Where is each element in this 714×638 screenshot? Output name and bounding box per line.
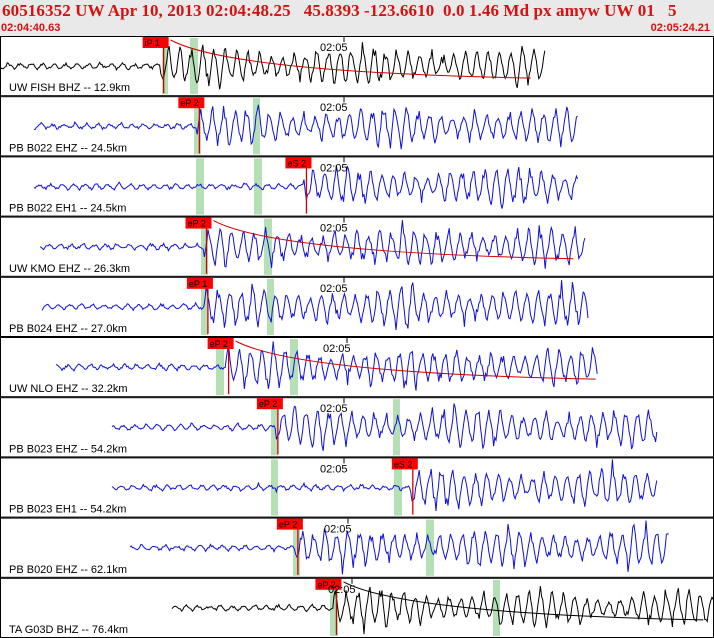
waveform: [111, 403, 658, 451]
pick-marker[interactable]: [178, 97, 205, 109]
pick-label: eP 2: [187, 219, 205, 229]
time-tick-label: 02:05: [320, 403, 348, 415]
analysis-window: [393, 399, 400, 456]
pick-label: eP 2: [210, 339, 228, 349]
station-label: UW FISH BHZ -- 12.9km: [9, 82, 130, 94]
trace-panel[interactable]: eP 2 02:05 PB B020 EHZ -- 62.1km: [0, 517, 714, 578]
analysis-window: [254, 158, 262, 215]
station-label: PB B023 EHZ -- 54.2km: [9, 443, 127, 455]
coda-curve: [170, 39, 531, 79]
pick-marker[interactable]: [285, 157, 312, 169]
station-label: PB B020 EHZ -- 62.1km: [9, 564, 127, 576]
trace-panel[interactable]: eP 2 02:05 PB B023 EHZ -- 54.2km: [0, 397, 714, 458]
time-tick-label: 02:05: [320, 463, 348, 475]
time-tick-label: 02:05: [323, 343, 351, 355]
waveform: [0, 42, 546, 90]
time-tick-label: 02:05: [320, 162, 348, 174]
station-label: PB B024 EHZ -- 27.0km: [9, 323, 127, 335]
station-label: UW NLO EHZ -- 32.2km: [9, 383, 128, 395]
pick-marker[interactable]: [315, 578, 342, 590]
pick-marker[interactable]: [256, 398, 283, 410]
analysis-window: [216, 339, 224, 396]
pick-marker[interactable]: [276, 518, 303, 530]
trace-panel[interactable]: eP 2 02:05 PB B022 EHZ -- 24.5km: [0, 96, 714, 157]
coda-curve: [235, 340, 596, 380]
coda-curve: [343, 581, 704, 621]
analysis-window: [271, 459, 278, 516]
start-time: 02:04:40.63: [1, 22, 61, 34]
time-tick-label: 02:05: [320, 283, 348, 295]
pick-label: iP 1: [145, 38, 160, 48]
trace-panel[interactable]: eS 2 02:05 PB B023 EH1 -- 54.2km: [0, 457, 714, 518]
pick-label: eP 2: [180, 98, 198, 108]
waveform: [171, 585, 714, 635]
analysis-window: [194, 98, 201, 155]
analysis-window: [201, 278, 208, 335]
analysis-window: [196, 158, 204, 215]
time-tick-label: 02:05: [328, 584, 356, 596]
end-time: 02:05:24.21: [650, 22, 710, 34]
trace-panel[interactable]: eP 1 02:05 PB B024 EHZ -- 27.0km: [0, 276, 714, 338]
header-bar: 60516352 UW Apr 10, 2013 02:04:48.25 45.…: [0, 0, 714, 36]
pick-label: eP 1: [189, 279, 207, 289]
waveform: [55, 341, 598, 391]
trace-panel[interactable]: eS 2 02:05 PB B022 EH1 -- 24.5km: [0, 156, 714, 217]
time-tick-label: 02:05: [320, 42, 348, 54]
time-tick-label: 02:05: [320, 102, 348, 114]
analysis-window: [162, 38, 168, 95]
station-label: PB B022 EH1 -- 24.5km: [9, 203, 126, 215]
pick-marker[interactable]: [186, 277, 213, 289]
pick-marker[interactable]: [142, 37, 169, 48]
station-label: UW KMO EHZ -- 26.3km: [9, 263, 130, 275]
analysis-window: [293, 519, 300, 576]
waveform: [33, 104, 578, 150]
pick-marker[interactable]: [207, 338, 234, 349]
trace-panel[interactable]: iP 1 02:05 UW FISH BHZ -- 12.9km: [0, 36, 714, 97]
pick-label: eP 2: [259, 399, 277, 409]
station-label: TA G03D BHZ -- 76.4km: [9, 624, 128, 636]
time-tick-label: 02:05: [324, 524, 352, 536]
analysis-window: [330, 579, 338, 636]
pick-label: eP 2: [317, 580, 335, 590]
waveform: [111, 459, 658, 512]
pick-label: eS 2: [287, 158, 306, 168]
waveform: [41, 280, 589, 331]
trace-panel[interactable]: eP 2 02:05 UW NLO EHZ -- 32.2km: [0, 337, 714, 398]
pick-marker[interactable]: [185, 217, 212, 229]
pick-label: eP 2: [279, 520, 297, 530]
trace-panel[interactable]: eP 202:05 TA G03D BHZ -- 76.4km: [0, 577, 714, 638]
pick-marker[interactable]: [391, 458, 418, 470]
analysis-window: [426, 519, 434, 576]
trace-panel[interactable]: eP 2 02:05 UW KMO EHZ -- 26.3km: [0, 216, 714, 277]
analysis-window: [493, 579, 500, 636]
station-label: PB B022 EHZ -- 24.5km: [9, 142, 127, 154]
time-tick-label: 02:05: [320, 223, 348, 235]
analysis-window: [264, 218, 272, 275]
analysis-window: [201, 218, 208, 275]
pick-label: eS 2: [394, 459, 413, 469]
analysis-window: [394, 459, 402, 516]
waveform: [129, 520, 669, 575]
analysis-window: [267, 278, 274, 335]
station-label: PB B023 EH1 -- 54.2km: [9, 504, 126, 516]
coda-curve: [213, 220, 574, 260]
waveform: [39, 220, 586, 269]
waveform: [33, 165, 579, 209]
analysis-window: [253, 98, 260, 155]
event-title: 60516352 UW Apr 10, 2013 02:04:48.25 45.…: [2, 1, 677, 20]
